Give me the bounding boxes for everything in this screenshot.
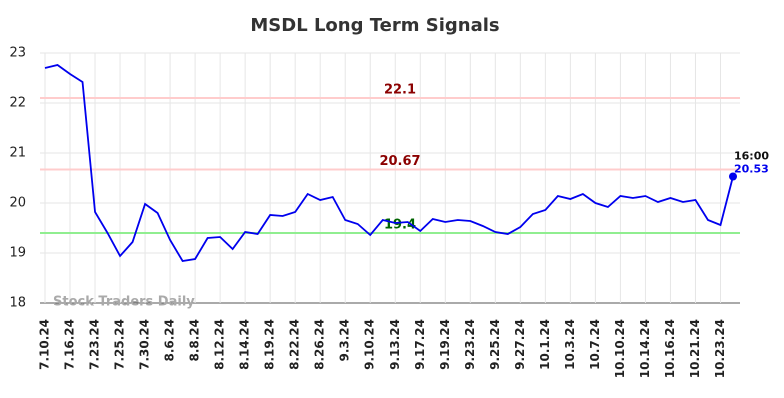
x-tick-label: 8.8.24 — [188, 319, 202, 362]
chart-title: MSDL Long Term Signals — [250, 15, 499, 36]
x-tick-label: 7.16.24 — [63, 319, 77, 370]
x-tick-label: 7.25.24 — [113, 319, 127, 370]
x-tick-label: 8.6.24 — [163, 319, 177, 362]
y-tick-label: 20 — [9, 196, 26, 211]
signal-label: 20.67 — [379, 154, 420, 169]
x-tick-label: 10.21.24 — [688, 319, 702, 378]
x-tick-label: 9.3.24 — [338, 319, 352, 362]
x-tick-label: 7.10.24 — [38, 319, 52, 370]
x-tick-label: 10.23.24 — [713, 319, 727, 378]
x-tick-label: 8.12.24 — [213, 319, 227, 370]
price-line — [44, 64, 734, 262]
x-tick-label: 10.14.24 — [638, 319, 652, 378]
x-tick-label: 9.13.24 — [388, 319, 402, 370]
x-tick-label: 9.17.24 — [413, 319, 427, 370]
y-tick-label: 18 — [9, 296, 26, 311]
y-tick-label: 23 — [9, 46, 26, 61]
x-tick-label: 10.3.24 — [563, 319, 577, 370]
x-tick-label: 8.22.24 — [288, 319, 302, 370]
y-tick-label: 21 — [9, 146, 26, 161]
x-tick-label: 10.1.24 — [538, 319, 552, 370]
x-tick-label: 8.26.24 — [313, 319, 327, 370]
x-tick-label: 8.14.24 — [238, 319, 252, 370]
x-tick-label: 9.25.24 — [488, 319, 502, 370]
last-time-label: 16:00 — [734, 150, 769, 163]
x-tick-label: 7.23.24 — [88, 319, 102, 370]
y-tick-label: 22 — [9, 96, 26, 111]
x-tick-label: 10.16.24 — [663, 319, 677, 378]
x-tick-label: 9.27.24 — [513, 319, 527, 370]
x-tick-label: 10.10.24 — [613, 319, 627, 378]
y-tick-label: 19 — [9, 246, 26, 261]
last-value-label: 20.53 — [734, 163, 769, 176]
x-tick-label: 9.23.24 — [463, 319, 477, 370]
x-tick-label: 10.7.24 — [588, 319, 602, 370]
last-point — [729, 172, 737, 181]
x-tick-label: 9.19.24 — [438, 319, 452, 370]
x-tick-label: 9.10.24 — [363, 319, 377, 370]
x-tick-label: 8.19.24 — [263, 319, 277, 370]
signal-label: 22.1 — [384, 83, 416, 98]
watermark: Stock Traders Daily — [53, 295, 195, 310]
x-tick-label: 7.30.24 — [138, 319, 152, 370]
